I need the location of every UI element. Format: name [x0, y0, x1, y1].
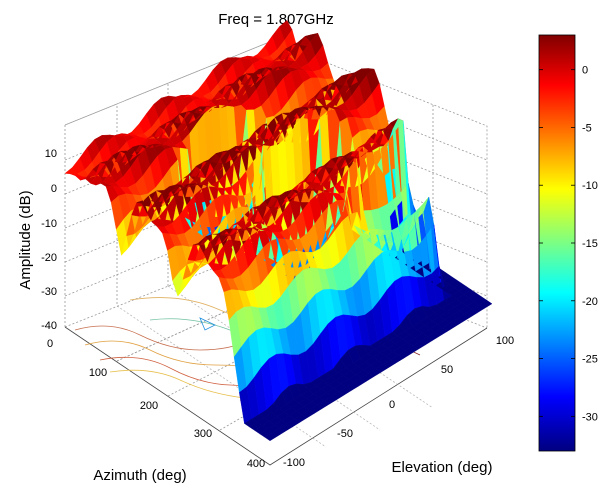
z-tick: 0	[51, 183, 57, 195]
z-tick: -20	[41, 252, 57, 264]
colorbar-tick-label: -10	[582, 180, 598, 192]
colorbar-tick-label: 0	[582, 65, 588, 77]
z-tick: 10	[45, 148, 57, 160]
y-tick: 50	[441, 364, 453, 376]
colorbar-tick-label: -5	[582, 122, 592, 134]
chart-title: Freq = 1.807GHz	[218, 11, 333, 28]
surface-patch	[479, 300, 493, 309]
y-axis: -100 -50 0 50 100	[283, 335, 514, 469]
y-tick: 0	[389, 399, 395, 411]
colorbar-gradient	[538, 34, 576, 452]
colorbar-ticks: 0 -5 -10 -15 -20 -25 -30	[539, 65, 598, 423]
colorbar-tick-label: -20	[582, 296, 598, 308]
x-tick: 100	[89, 367, 107, 379]
y-tick: -100	[283, 457, 305, 469]
surface-plot	[64, 20, 493, 442]
z-tick: -10	[41, 218, 57, 230]
z-tick: -30	[41, 286, 57, 298]
colorbar-tick-label: -30	[582, 411, 598, 423]
x-axis-label: Azimuth (deg)	[93, 467, 186, 484]
colorbar-tick-label: -15	[582, 238, 598, 250]
y-axis-label: Elevation (deg)	[392, 459, 493, 476]
colorbar: 0 -5 -10 -15 -20 -25 -30	[538, 34, 598, 452]
z-axis-label: Amplitude (dB)	[17, 190, 34, 289]
y-tick: -50	[337, 428, 353, 440]
x-tick: 300	[194, 428, 212, 440]
x-tick: 0	[47, 338, 53, 350]
x-axis: 0 100 200 300 400	[47, 338, 265, 470]
z-axis: 10 0 -10 -20 -30 -40	[41, 148, 57, 332]
y-tick: 100	[496, 335, 514, 347]
x-tick: 400	[247, 458, 265, 470]
x-tick: 200	[140, 400, 158, 412]
colorbar-tick-label: -25	[582, 354, 598, 366]
z-tick: -40	[41, 320, 57, 332]
